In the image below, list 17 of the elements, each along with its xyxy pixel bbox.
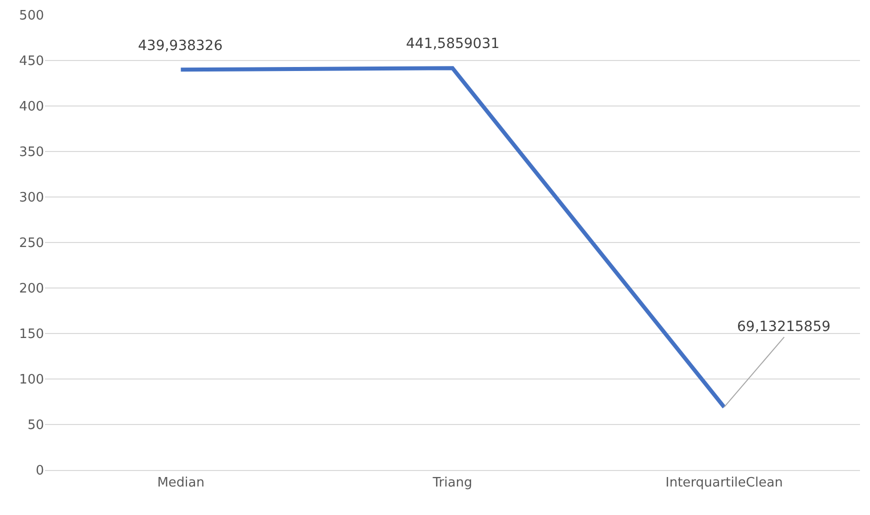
y-tick-label: 450 xyxy=(19,54,44,70)
y-tick-label: 200 xyxy=(19,282,44,297)
y-tick-label: 150 xyxy=(19,327,44,342)
x-tick-label: Triang xyxy=(432,476,472,491)
x-tick-label: InterquartileClean xyxy=(666,476,783,491)
y-tick-label: 50 xyxy=(27,418,44,434)
y-tick-label: 350 xyxy=(19,145,44,160)
data-label: 441,5859031 xyxy=(406,36,500,52)
data-label: 439,938326 xyxy=(138,38,223,54)
y-tick-label: 250 xyxy=(19,236,44,252)
data-label: 69,13215859 xyxy=(737,319,831,335)
y-tick-label: 400 xyxy=(19,100,44,115)
y-tick-label: 500 xyxy=(19,8,44,24)
y-tick-label: 0 xyxy=(36,464,44,479)
y-tick-label: 100 xyxy=(19,372,44,388)
x-tick-label: Median xyxy=(157,476,204,491)
y-tick-label: 300 xyxy=(19,190,44,206)
